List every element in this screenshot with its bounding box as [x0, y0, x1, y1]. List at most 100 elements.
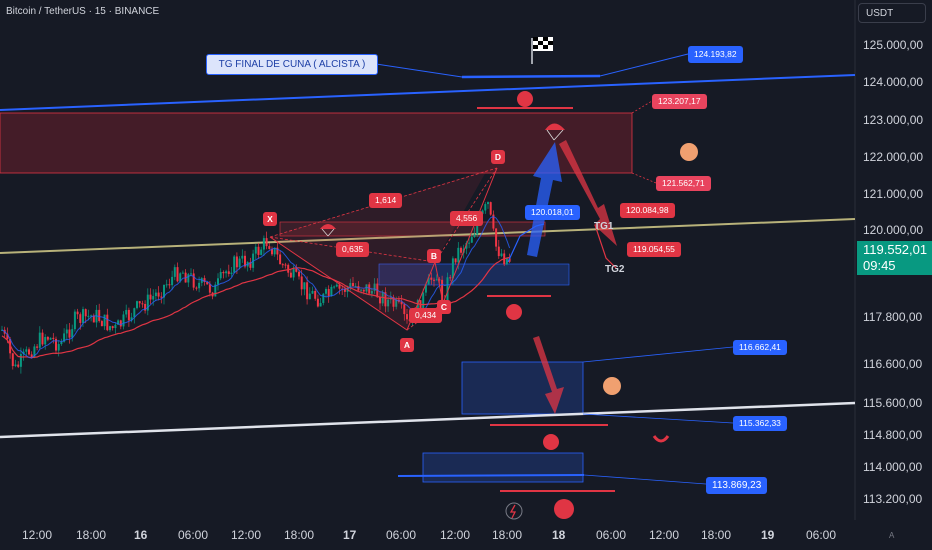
- candle-body: [403, 304, 406, 315]
- candle-body: [17, 364, 20, 367]
- connector-115: [582, 413, 734, 424]
- auto-scale-icon[interactable]: A: [889, 531, 895, 540]
- candle-body: [195, 287, 198, 289]
- y-tick: 121.000,00: [863, 187, 924, 201]
- candle-body: [287, 264, 290, 273]
- candle-body: [203, 278, 206, 283]
- candle-body: [179, 273, 182, 282]
- candle-body: [249, 262, 252, 268]
- currency-selector[interactable]: USDT: [858, 3, 926, 23]
- face-2-icon: [603, 377, 621, 395]
- candle-body: [55, 338, 57, 351]
- candle-body: [227, 271, 230, 274]
- x-tick: 12:00: [22, 528, 53, 542]
- candle-body: [144, 303, 147, 311]
- candle-body: [419, 300, 422, 313]
- demand-zone-1: [378, 263, 570, 286]
- bearish-arrow-2-icon: [533, 336, 564, 414]
- candle-body: [365, 284, 368, 292]
- ratio-label: 1,614: [369, 193, 403, 208]
- candle-body: [41, 332, 44, 345]
- x-tick: 06:00: [596, 528, 627, 542]
- x-tick: 06:00: [386, 528, 417, 542]
- candle-body: [362, 289, 365, 292]
- candle-body: [122, 314, 125, 327]
- tg-final-label: TG FINAL DE CUNA ( ALCISTA ): [206, 54, 378, 75]
- projection-path-2: [594, 224, 617, 269]
- candle-body: [384, 292, 387, 307]
- price-label-124193: 124.193,82: [688, 46, 743, 63]
- candle-body: [476, 224, 479, 235]
- x-tick: 06:00: [178, 528, 209, 542]
- candle-body: [103, 314, 106, 327]
- candle-body: [473, 234, 476, 238]
- y-tick: 114.000,00: [863, 460, 923, 474]
- price-label-116662: 116.662,41: [733, 340, 787, 355]
- ratio-label: 0,434: [409, 308, 443, 323]
- candle-body: [489, 202, 492, 215]
- candle-body: [319, 302, 322, 307]
- projection-path: [507, 223, 545, 263]
- candle-countdown: 09:45: [863, 258, 896, 273]
- candle-body: [109, 326, 111, 331]
- candle-body: [311, 290, 314, 294]
- x-tick: 06:00: [806, 528, 837, 542]
- candle-body: [127, 309, 130, 321]
- candle-body: [198, 282, 201, 289]
- y-tick: 125.000,00: [863, 38, 924, 52]
- candle-body: [33, 346, 36, 358]
- candle-body: [268, 246, 271, 249]
- point-b: B: [427, 249, 441, 263]
- upper-trendline: [0, 74, 856, 111]
- candle-body: [214, 284, 217, 297]
- candle-body: [349, 283, 352, 288]
- candle-body: [387, 299, 390, 307]
- candle-body: [160, 296, 163, 298]
- candle-body: [154, 292, 157, 297]
- price-label-120018: 120.018,01: [525, 205, 580, 220]
- candle-body: [435, 279, 438, 281]
- candle-body: [333, 286, 336, 288]
- candle-body: [492, 214, 495, 229]
- candle-body: [284, 264, 287, 266]
- face-icon: [680, 143, 698, 161]
- x-tick: 12:00: [231, 528, 262, 542]
- candle-body: [141, 303, 144, 305]
- candle-body: [343, 288, 346, 292]
- current-price: 119.552,01: [863, 242, 928, 257]
- stop-sign-2-icon: [506, 304, 522, 320]
- candle-body: [457, 247, 460, 263]
- y-tick: 124.000,00: [863, 75, 924, 89]
- candle-body: [446, 277, 449, 302]
- candle-body: [495, 228, 498, 247]
- candle-body: [298, 271, 300, 277]
- candle-body: [49, 337, 52, 340]
- tg-final-level: [461, 74, 601, 79]
- connector-113: [583, 474, 707, 485]
- candle-body: [314, 290, 317, 299]
- x-tick: 18:00: [76, 528, 107, 542]
- harmonic-fill: [270, 170, 487, 330]
- price-label-115362: 115.362,33: [733, 416, 787, 431]
- candle-body: [395, 299, 398, 307]
- parachute-2-icon: [320, 224, 336, 237]
- candle-body: [368, 284, 371, 294]
- candle-body: [163, 284, 165, 298]
- candle-body: [238, 258, 241, 268]
- ratio-label: 4,556: [450, 211, 484, 226]
- candle-body: [438, 279, 441, 281]
- candle-body: [38, 332, 41, 348]
- candle-body: [114, 324, 117, 329]
- candle-body: [44, 336, 47, 345]
- candle-body: [230, 272, 233, 274]
- candle-body: [92, 315, 95, 323]
- connector-123: [631, 100, 653, 114]
- candle-body: [430, 277, 433, 280]
- price-label-113869: 113.869,23: [706, 477, 768, 494]
- candle-body: [28, 349, 30, 355]
- candle-body: [470, 237, 473, 243]
- candle-body: [300, 276, 303, 290]
- moving-average: [1, 256, 510, 359]
- candle-body: [192, 273, 195, 288]
